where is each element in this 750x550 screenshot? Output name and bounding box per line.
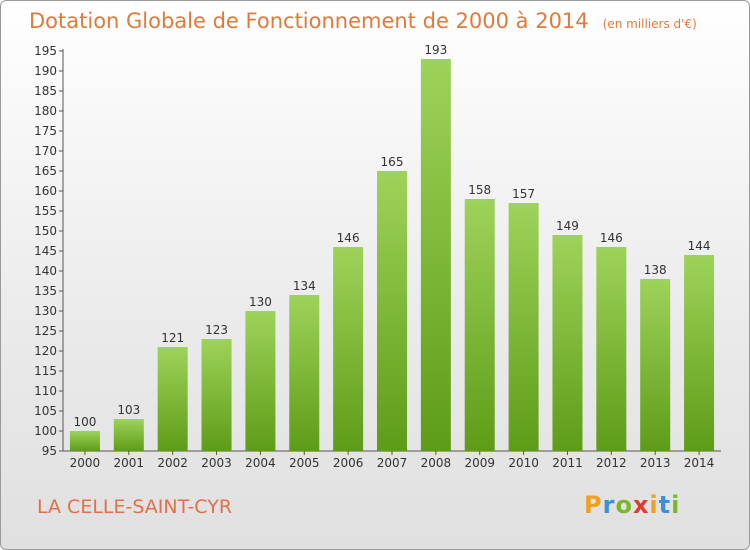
bar-value-label: 130 <box>249 295 272 309</box>
bar-value-label: 121 <box>161 331 184 345</box>
bar <box>640 279 671 451</box>
bar <box>289 295 320 451</box>
bar <box>552 235 583 451</box>
y-tick-label: 95 <box>42 444 57 458</box>
bar <box>113 419 144 451</box>
bar <box>157 347 188 451</box>
y-tick-label: 190 <box>34 64 57 78</box>
logo-letter: P <box>584 491 603 519</box>
x-tick-label: 2013 <box>640 456 671 470</box>
y-tick-label: 180 <box>34 104 57 118</box>
bar-value-label: 100 <box>73 415 96 429</box>
x-tick-label: 2012 <box>596 456 627 470</box>
y-tick-label: 155 <box>34 204 57 218</box>
bar-value-label: 157 <box>512 187 535 201</box>
y-tick-label: 105 <box>34 404 57 418</box>
y-tick-label: 115 <box>34 364 57 378</box>
logo-letter: r <box>602 491 616 519</box>
x-tick-label: 2011 <box>552 456 583 470</box>
x-tick-label: 2008 <box>421 456 452 470</box>
unit-label: (en milliers d'€) <box>602 17 697 31</box>
bar <box>69 431 100 451</box>
y-tick-label: 100 <box>34 424 57 438</box>
x-tick-label: 2002 <box>157 456 188 470</box>
y-tick-label: 120 <box>34 344 57 358</box>
x-tick-label: 2006 <box>333 456 364 470</box>
bar <box>333 247 364 451</box>
bar <box>684 255 715 451</box>
axes: 95 100 105 110 115 120 125 130 135 140 145 150 155 16… <box>34 44 721 470</box>
bars: 100 103 121 123 130 134 146 165 193 158 157 149 146 1… <box>69 43 715 451</box>
proxiti-logo[interactable]: Proxiti <box>584 491 680 519</box>
x-tick-label: 2009 <box>464 456 495 470</box>
bar <box>464 199 495 451</box>
y-tick-label: 165 <box>34 164 57 178</box>
bar-value-label: 134 <box>293 279 316 293</box>
y-tick-label: 135 <box>34 284 57 298</box>
bar-value-label: 149 <box>556 219 579 233</box>
chart-title: Dotation Globale de Fonctionnement de 20… <box>29 9 697 33</box>
y-tick-label: 195 <box>34 44 57 58</box>
x-tick-label: 2014 <box>684 456 715 470</box>
logo-letter: o <box>615 491 633 519</box>
bar-value-label: 146 <box>600 231 623 245</box>
y-tick-label: 150 <box>34 224 57 238</box>
x-tick-label: 2010 <box>508 456 539 470</box>
y-tick-label: 170 <box>34 144 57 158</box>
x-tick-label: 2000 <box>70 456 101 470</box>
bar <box>420 59 451 451</box>
y-tick-label: 160 <box>34 184 57 198</box>
bar <box>596 247 627 451</box>
logo-letter: i <box>671 491 681 519</box>
logo-letter: t <box>658 491 672 519</box>
bar-value-label: 193 <box>424 43 447 57</box>
bar <box>377 171 407 451</box>
bar <box>508 203 539 451</box>
bar-value-label: 144 <box>688 239 711 253</box>
y-tick-label: 125 <box>34 324 57 338</box>
y-tick-label: 145 <box>34 244 57 258</box>
bar-value-label: 146 <box>337 231 360 245</box>
title-text: Dotation Globale de Fonctionnement de 20… <box>29 9 589 33</box>
bar <box>201 339 232 451</box>
bar-value-label: 165 <box>381 155 404 169</box>
y-tick-label: 140 <box>34 264 57 278</box>
bar-value-label: 103 <box>117 403 140 417</box>
x-tick-label: 2003 <box>201 456 232 470</box>
x-tick-label: 2005 <box>289 456 320 470</box>
bar-value-label: 158 <box>468 183 491 197</box>
x-tick-label: 2004 <box>245 456 276 470</box>
x-tick-label: 2001 <box>114 456 145 470</box>
logo-letter: i <box>649 491 659 519</box>
commune-name: LA CELLE-SAINT-CYR <box>37 496 233 518</box>
bar <box>245 311 276 451</box>
y-tick-label: 185 <box>34 84 57 98</box>
y-tick-label: 110 <box>34 384 57 398</box>
bar-value-label: 138 <box>644 263 667 277</box>
logo-letter: x <box>632 491 650 519</box>
x-tick-label: 2007 <box>377 456 408 470</box>
bar-value-label: 123 <box>205 323 228 337</box>
y-tick-label: 130 <box>34 304 57 318</box>
y-tick-label: 175 <box>34 124 57 138</box>
